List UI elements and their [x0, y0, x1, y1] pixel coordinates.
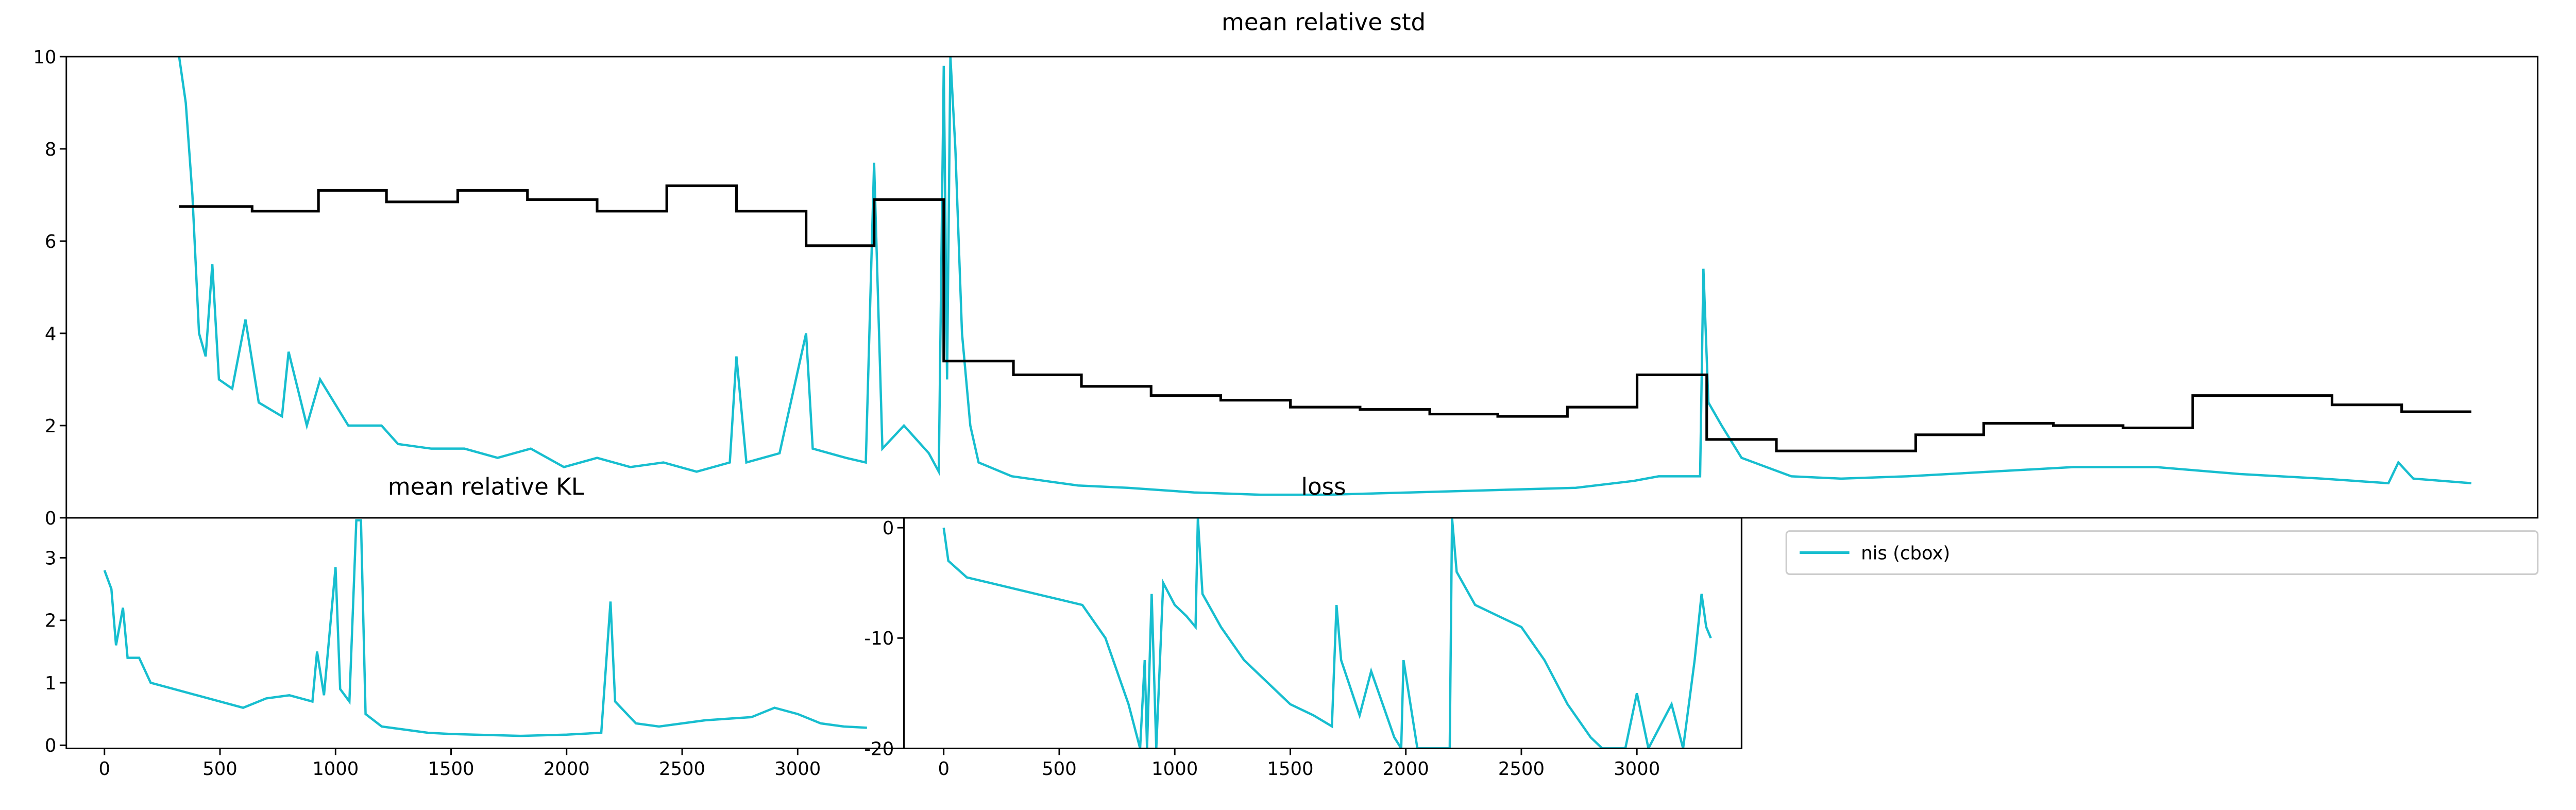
x-tick-label: 1500: [1267, 758, 1313, 780]
x-tick-label: 1500: [428, 758, 474, 780]
y-tick-label: 3: [45, 548, 57, 569]
x-tick-label: 1000: [312, 758, 359, 780]
axes-frame: [903, 517, 1742, 749]
x-tick-label: 2000: [1383, 758, 1429, 780]
data-line: [103, 519, 867, 737]
chart-title: mean relative KL: [388, 473, 584, 500]
y-tick-label: 0: [45, 508, 57, 529]
x-tick-label: 0: [99, 758, 111, 780]
data-line: [178, 56, 2472, 496]
chart-title: loss: [1301, 473, 1346, 500]
x-tick-label: 3000: [774, 758, 821, 780]
data-line: [179, 184, 2471, 452]
y-tick-label: 4: [45, 324, 57, 345]
x-tick-label: 500: [1042, 758, 1077, 780]
x-tick-label: 3000: [1614, 758, 1660, 780]
y-tick-label: 2: [45, 416, 57, 437]
y-tick-label: 0: [45, 735, 57, 756]
y-tick-label: 2: [45, 611, 57, 632]
x-tick-label: 1000: [1151, 758, 1198, 780]
x-tick-label: 2500: [659, 758, 705, 780]
y-tick-label: -10: [864, 628, 894, 649]
legend: nis (cbox): [1785, 530, 2539, 575]
x-tick-label: 2500: [1498, 758, 1545, 780]
x-tick-label: 2000: [544, 758, 590, 780]
y-tick-label: 1: [45, 673, 57, 694]
y-tick-label: 10: [33, 47, 56, 68]
data-line: [942, 517, 1712, 749]
legend-label: nis (cbox): [1861, 543, 1950, 564]
x-tick-label: 0: [938, 758, 950, 780]
y-tick-label: -20: [864, 738, 894, 760]
y-tick-label: 8: [45, 139, 57, 160]
x-tick-label: 500: [202, 758, 238, 780]
y-tick-label: 6: [45, 231, 57, 252]
legend-box: [1785, 530, 2539, 575]
chart-title: mean relative std: [1222, 8, 1426, 36]
axes-frame: [65, 517, 905, 749]
y-tick-label: 0: [883, 518, 894, 539]
